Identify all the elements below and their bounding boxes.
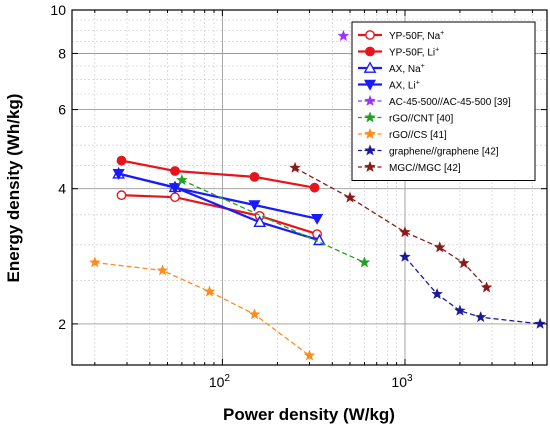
- series-3: [112, 169, 324, 225]
- legend-label: YP-50F, Li+: [389, 46, 439, 58]
- series-1: [116, 155, 320, 193]
- data-point: [358, 256, 371, 268]
- y-tick-label: 4: [58, 181, 66, 197]
- series-6: [88, 256, 316, 361]
- data-point: [88, 256, 101, 268]
- series-7: [399, 250, 546, 329]
- data-point: [311, 214, 324, 225]
- data-point: [431, 287, 443, 300]
- data-point: [534, 317, 546, 329]
- legend-marker: [363, 79, 377, 91]
- data-point: [248, 308, 261, 320]
- legend-label: graphene//graphene [42]: [389, 146, 499, 157]
- data-point: [313, 233, 326, 246]
- y-tick-label: 2: [58, 316, 66, 332]
- legend-label: YP-50F, Na+: [389, 30, 444, 42]
- data-point: [248, 200, 261, 212]
- series-layer: [88, 29, 546, 361]
- data-point: [170, 166, 180, 176]
- legend-marker: [365, 30, 375, 40]
- legend-label: AX, Na+: [389, 63, 425, 75]
- x-tick-label: 102: [209, 373, 231, 390]
- legend-marker: [364, 144, 376, 156]
- legend-box: [351, 21, 536, 181]
- x-axis-title: Power density (W/kg): [223, 405, 395, 424]
- data-point: [156, 264, 169, 276]
- legend-label: MGC//MGC [42]: [389, 163, 461, 174]
- data-point: [249, 171, 260, 182]
- data-point: [480, 281, 493, 293]
- series-8: [289, 161, 493, 293]
- data-point: [170, 192, 180, 203]
- data-point: [176, 173, 188, 186]
- legend-label: AX, Li+: [389, 79, 420, 91]
- x-tick-label: 103: [391, 373, 413, 390]
- legend-label: rGO//CNT [40]: [389, 113, 453, 124]
- data-point: [399, 250, 411, 262]
- y-tick-label: 6: [58, 102, 66, 118]
- data-point: [457, 257, 470, 269]
- grid-minor: [72, 10, 547, 365]
- legend-marker: [364, 94, 376, 106]
- legend-label: rGO//CS [41]: [389, 130, 447, 141]
- data-point: [454, 304, 466, 316]
- y-tick-label: 8: [58, 46, 66, 62]
- series-line: [118, 172, 318, 220]
- series-4: [337, 29, 350, 42]
- series-line: [294, 167, 488, 288]
- legend-label: AC-45-500//AC-45-500 [39]: [389, 97, 511, 108]
- legend-marker: [363, 61, 377, 73]
- data-point: [474, 311, 487, 323]
- legend-marker: [364, 160, 376, 172]
- data-point: [289, 161, 301, 173]
- y-axis-title: Energy density (Wh/kg): [4, 94, 23, 283]
- series-line: [94, 261, 310, 357]
- legend-marker: [364, 111, 376, 123]
- data-point: [433, 241, 446, 253]
- series-line: [121, 159, 315, 189]
- data-point: [168, 183, 182, 194]
- data-point: [116, 155, 127, 166]
- data-point: [344, 191, 356, 203]
- data-point: [337, 29, 350, 42]
- data-point: [112, 169, 125, 180]
- legend-marker: [365, 46, 375, 57]
- data-point: [253, 215, 267, 228]
- series-5: [176, 173, 371, 268]
- legend-marker: [364, 127, 376, 139]
- data-point: [303, 349, 316, 361]
- data-point: [116, 190, 127, 201]
- series-line: [181, 179, 365, 264]
- legend: YP-50F, Na+ YP-50F, Li+ AX, Na+ AX, Li+ AC-4…: [351, 21, 536, 181]
- axis-ticks: 102 103 2 4 6 8 10: [50, 2, 547, 390]
- data-point: [309, 182, 320, 193]
- series-line: [121, 194, 318, 236]
- y-tick-label: 10: [50, 2, 66, 18]
- data-point: [203, 285, 216, 297]
- data-point: [399, 226, 411, 238]
- series-line: [404, 256, 541, 325]
